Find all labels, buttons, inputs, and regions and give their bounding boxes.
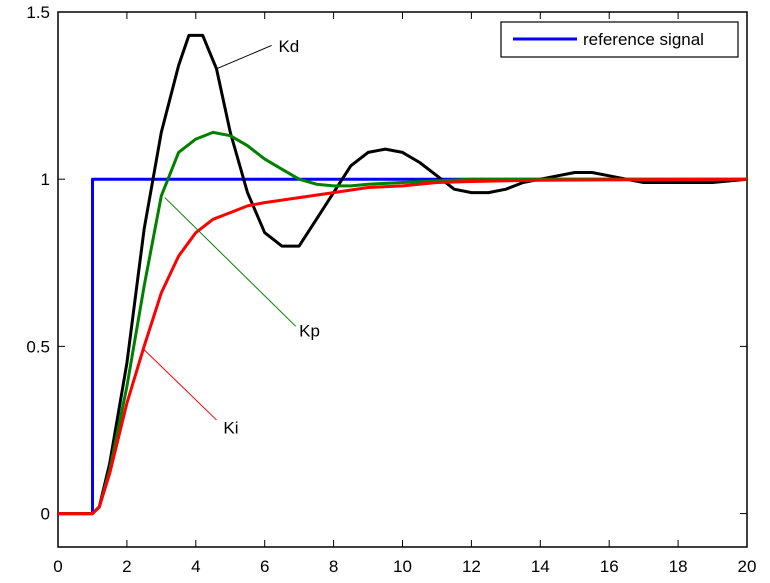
series-line-kp <box>58 130 747 516</box>
x-tick-label: 2 <box>122 557 131 576</box>
y-tick-label: 1.5 <box>26 3 50 22</box>
y-tick-label: 1 <box>41 170 50 189</box>
series-lines <box>58 33 748 516</box>
annotation-label-kd: Kd <box>278 37 299 56</box>
y-tick-label: 0 <box>41 505 50 524</box>
annotation-line-kp <box>164 197 297 327</box>
annotation-label-kp: Kp <box>299 321 320 340</box>
annotation-line-ki <box>143 349 217 421</box>
x-tick-label: 4 <box>191 557 200 576</box>
series-line-kd <box>58 33 748 516</box>
x-tick-label: 12 <box>462 557 481 576</box>
x-tick-label: 18 <box>669 557 688 576</box>
annotations: Kd Kp Ki <box>143 37 320 437</box>
axis-ticks: 0 2 4 6 8 10 12 14 16 18 20 0 0.5 1 1.5 <box>26 3 756 576</box>
x-tick-label: 14 <box>531 557 550 576</box>
x-tick-label: 8 <box>329 557 338 576</box>
x-tick-label: 20 <box>738 557 757 576</box>
annotation-line-kd <box>216 44 272 70</box>
x-tick-label: 10 <box>393 557 412 576</box>
annotation-label-ki: Ki <box>223 418 238 437</box>
series-line-ki <box>58 177 748 516</box>
legend: reference signal <box>500 21 739 58</box>
legend-label-reference: reference signal <box>583 30 704 49</box>
x-tick-label: 0 <box>53 557 62 576</box>
x-tick-label: 16 <box>600 557 619 576</box>
x-tick-label: 6 <box>260 557 269 576</box>
plot-area <box>57 11 748 548</box>
y-tick-label: 0.5 <box>26 337 50 356</box>
